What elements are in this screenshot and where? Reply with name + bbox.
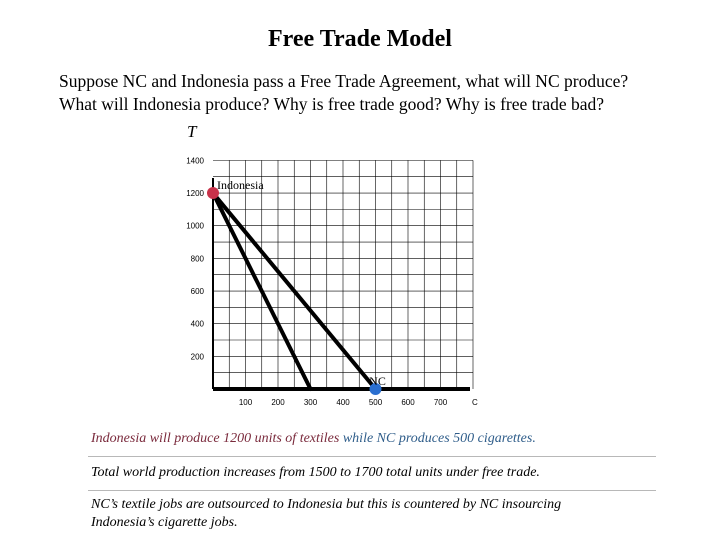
point-marker-indonesia — [207, 187, 219, 200]
point-marker-nc — [369, 383, 382, 395]
x-axis-label: C — [472, 398, 478, 407]
x-tick-label: 700 — [434, 398, 448, 407]
note-jobs-line-1: NC’s textile jobs are outsourced to Indo… — [91, 497, 562, 512]
y-tick-label: 1000 — [186, 222, 204, 231]
note-world-production: Total world production increases from 15… — [91, 465, 540, 480]
point-label-indonesia: Indonesia — [217, 178, 264, 192]
point-label-nc: NC — [369, 374, 386, 388]
note-production-part-2: while NC produces 500 cigarettes. — [342, 431, 536, 446]
x-tick-label: 600 — [401, 398, 415, 407]
chart-axes — [212, 178, 470, 391]
y-tick-label: 800 — [191, 254, 205, 263]
divider — [88, 490, 656, 491]
x-tick-label: 400 — [336, 398, 350, 407]
y-tick-label: 400 — [191, 320, 205, 329]
note-production: Indonesia will produce 1200 units of tex… — [91, 430, 691, 448]
y-tick-label: 200 — [191, 352, 205, 361]
page-title: Free Trade Model — [268, 26, 452, 52]
question-prompt: Suppose NC and Indonesia pass a Free Tra… — [59, 70, 709, 116]
chart-grid — [213, 160, 474, 389]
prompt-line-1: Suppose NC and Indonesia pass a Free Tra… — [59, 71, 629, 91]
y-tick-label: 600 — [191, 287, 205, 296]
x-tick-label: 300 — [304, 398, 318, 407]
note-production-part-1: Indonesia will produce 1200 units of tex… — [91, 431, 343, 446]
chart-ticks: 100 200 300 400 500 600 700 200 400 600 800 1000 120… — [186, 156, 448, 407]
series-line-indonesia — [211, 191, 313, 391]
series-line-nc — [211, 191, 378, 391]
y-tick-label: 1200 — [186, 189, 204, 198]
prompt-line-2: What will Indonesia produce? Why is free… — [59, 94, 605, 114]
divider — [88, 456, 656, 457]
note-jobs-line-2: Indonesia’s cigarette jobs. — [91, 515, 238, 530]
x-tick-label: 100 — [239, 398, 253, 407]
y-tick-label: 1400 — [186, 156, 204, 165]
chart-points: Indonesia NC — [207, 178, 386, 395]
x-tick-label: 200 — [271, 398, 285, 407]
chart-series — [211, 191, 378, 391]
note-jobs: NC’s textile jobs are outsourced to Indo… — [91, 496, 691, 532]
y-axis-label: T — [187, 122, 198, 141]
x-tick-label: 500 — [369, 398, 383, 407]
